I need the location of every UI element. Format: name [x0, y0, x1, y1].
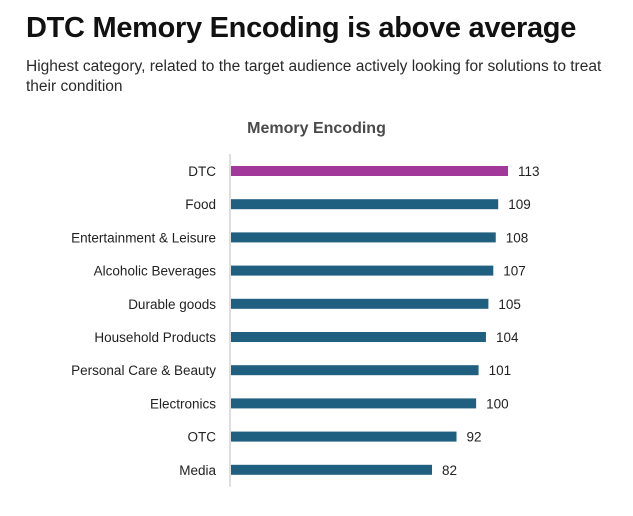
- bars-group: DTC 113 Food 109 Entertainment & Leisure 108 A…: [71, 164, 539, 478]
- value-label: 107: [503, 264, 526, 279]
- category-label: Personal Care & Beauty: [71, 363, 216, 378]
- value-label: 108: [506, 230, 529, 245]
- chart-title: Memory Encoding: [0, 120, 633, 138]
- value-label: 104: [496, 330, 519, 345]
- page-title: DTC Memory Encoding is above average: [26, 12, 577, 44]
- value-label: 100: [486, 396, 509, 411]
- value-label: 92: [467, 430, 482, 445]
- category-label: Durable goods: [128, 297, 216, 312]
- chart-title-text: Memory Encoding: [247, 120, 386, 137]
- bar-otc: [231, 431, 457, 442]
- bar-durable-goods: [231, 298, 489, 309]
- page-subtitle: Highest category, related to the target …: [26, 58, 602, 95]
- category-label: Entertainment & Leisure: [71, 230, 216, 245]
- category-label: Household Products: [94, 330, 216, 345]
- bar-entertainment-leisure: [231, 232, 496, 243]
- value-label: 109: [508, 197, 531, 212]
- bar-alcoholic-beverages: [231, 265, 494, 276]
- category-label: DTC: [188, 164, 216, 179]
- bar-food: [231, 199, 499, 210]
- category-label: Alcoholic Beverages: [94, 264, 217, 279]
- bar-household-products: [231, 332, 486, 342]
- bar-electronics: [231, 398, 477, 409]
- category-label: OTC: [188, 430, 217, 445]
- value-label: 101: [489, 363, 512, 378]
- value-label: 82: [442, 463, 457, 478]
- value-label: 105: [498, 297, 521, 312]
- category-label: Electronics: [150, 396, 216, 411]
- category-label: Media: [179, 463, 216, 478]
- value-label: 113: [518, 164, 540, 179]
- bar-personal-care-beauty: [231, 365, 479, 376]
- bar-media: [231, 464, 433, 475]
- bar-dtc: [231, 166, 508, 176]
- category-label: Food: [185, 197, 216, 212]
